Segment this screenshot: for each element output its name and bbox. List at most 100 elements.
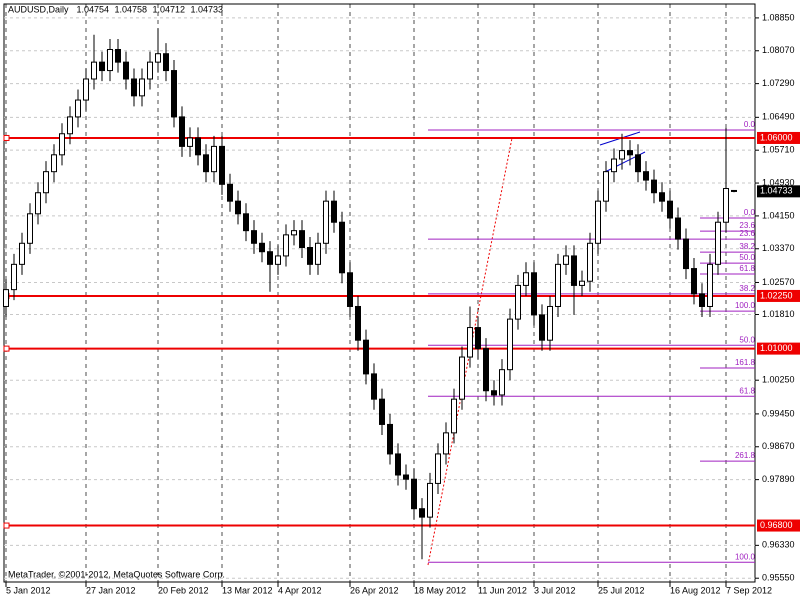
candle-body	[635, 154, 641, 173]
candle-body	[147, 61, 153, 80]
candle-body	[83, 78, 89, 101]
candle-body	[299, 230, 305, 249]
y-tick-label: 1.04930	[762, 177, 795, 187]
candle-body	[651, 179, 657, 194]
candle-body	[675, 217, 681, 240]
level-tag	[757, 519, 800, 532]
fibo-label: 50.0	[739, 335, 755, 344]
candle-body	[547, 305, 553, 341]
fibo-label: 61.8	[739, 264, 755, 273]
candle-body	[67, 116, 73, 135]
header-value: 1.04712	[153, 4, 186, 14]
candle-body	[403, 474, 409, 480]
candle-body	[411, 478, 417, 510]
candle-body	[371, 373, 377, 400]
candle-body	[691, 268, 697, 295]
candle-body	[387, 423, 393, 455]
candle-body	[715, 221, 721, 265]
candle-body	[515, 284, 521, 320]
candle-body	[51, 154, 57, 173]
candle-body	[507, 318, 513, 371]
candle-body	[579, 280, 585, 286]
candle-body	[419, 508, 425, 518]
x-tick-label: 4 Apr 2012	[278, 585, 322, 595]
y-tick-label: 0.99450	[762, 408, 795, 418]
candle-body	[451, 398, 457, 434]
fibo-label: 61.8	[739, 386, 755, 395]
candle-body	[219, 145, 225, 185]
candle-body	[27, 213, 33, 244]
candle-body	[115, 48, 121, 63]
candle-body	[595, 200, 601, 244]
candle-body	[171, 70, 177, 118]
candle-body	[19, 242, 25, 265]
x-tick-label: 26 Apr 2012	[350, 585, 399, 595]
candle-body	[707, 263, 713, 307]
candle-body	[203, 154, 209, 173]
candle-body	[443, 432, 449, 455]
candle-body	[667, 200, 673, 219]
level-tag	[757, 131, 800, 144]
y-tick-label: 1.08850	[762, 12, 795, 22]
candle-body	[131, 78, 137, 97]
fibo-label: 161.8	[735, 358, 756, 367]
candle-body	[339, 221, 345, 274]
y-tick-label: 0.98670	[762, 441, 795, 451]
level-label: 1.06000	[760, 132, 793, 142]
y-tick-label: 1.05710	[762, 145, 795, 155]
x-tick-label: 3 Jul 2012	[534, 585, 576, 595]
fibo-label: 100.0	[735, 552, 756, 561]
level-tag	[757, 289, 800, 302]
candle-body	[459, 356, 465, 400]
level-handle	[3, 134, 10, 141]
candle-body	[659, 192, 665, 202]
level-handle	[3, 522, 10, 529]
candle-body	[123, 61, 129, 80]
candle-body	[75, 99, 81, 118]
candle-body	[523, 272, 529, 286]
candle-body	[587, 242, 593, 282]
candle-body	[475, 327, 481, 350]
y-tick-label: 1.00250	[762, 375, 795, 385]
candle-body	[315, 242, 321, 265]
fibo-label: 100.0	[735, 301, 756, 310]
header-value: 1.04754	[77, 4, 110, 14]
candle-body	[107, 48, 113, 72]
candle-body	[603, 171, 609, 202]
candle-body	[563, 255, 569, 265]
candle-body	[259, 242, 265, 253]
y-tick-label: 1.07290	[762, 78, 795, 88]
candle-body	[619, 150, 625, 160]
candle-body	[395, 453, 401, 476]
candle-body	[467, 327, 473, 358]
candle-body	[211, 145, 217, 173]
candle-body	[435, 453, 441, 484]
fibo-label: 23.6	[739, 221, 755, 230]
candle-body	[235, 200, 241, 215]
candle-body	[627, 150, 633, 156]
x-tick-label: 25 Jul 2012	[598, 585, 645, 595]
candle-body	[59, 133, 65, 156]
candle-body	[155, 53, 161, 63]
candle-body	[683, 238, 689, 270]
level-tag	[757, 342, 800, 355]
y-tick-label: 0.96330	[762, 540, 795, 550]
x-tick-label: 11 Jun 2012	[478, 585, 527, 595]
candle-body	[43, 171, 49, 194]
candle-body	[731, 189, 737, 192]
candle-body	[611, 158, 617, 173]
fibo-label: 261.8	[735, 451, 756, 460]
fibo-label: 0.0	[744, 120, 756, 129]
fibo-label: 38.2	[739, 242, 755, 251]
candle-body	[291, 230, 297, 236]
candle-body	[643, 171, 649, 181]
y-tick-label: 1.02570	[762, 277, 795, 287]
candle-body	[275, 255, 281, 265]
candle-body	[491, 390, 497, 396]
candle-body	[571, 255, 577, 286]
fibo-label: 50.0	[739, 253, 755, 262]
y-tick-label: 0.95550	[762, 573, 795, 583]
x-tick-label: 27 Jan 2012	[86, 585, 136, 595]
